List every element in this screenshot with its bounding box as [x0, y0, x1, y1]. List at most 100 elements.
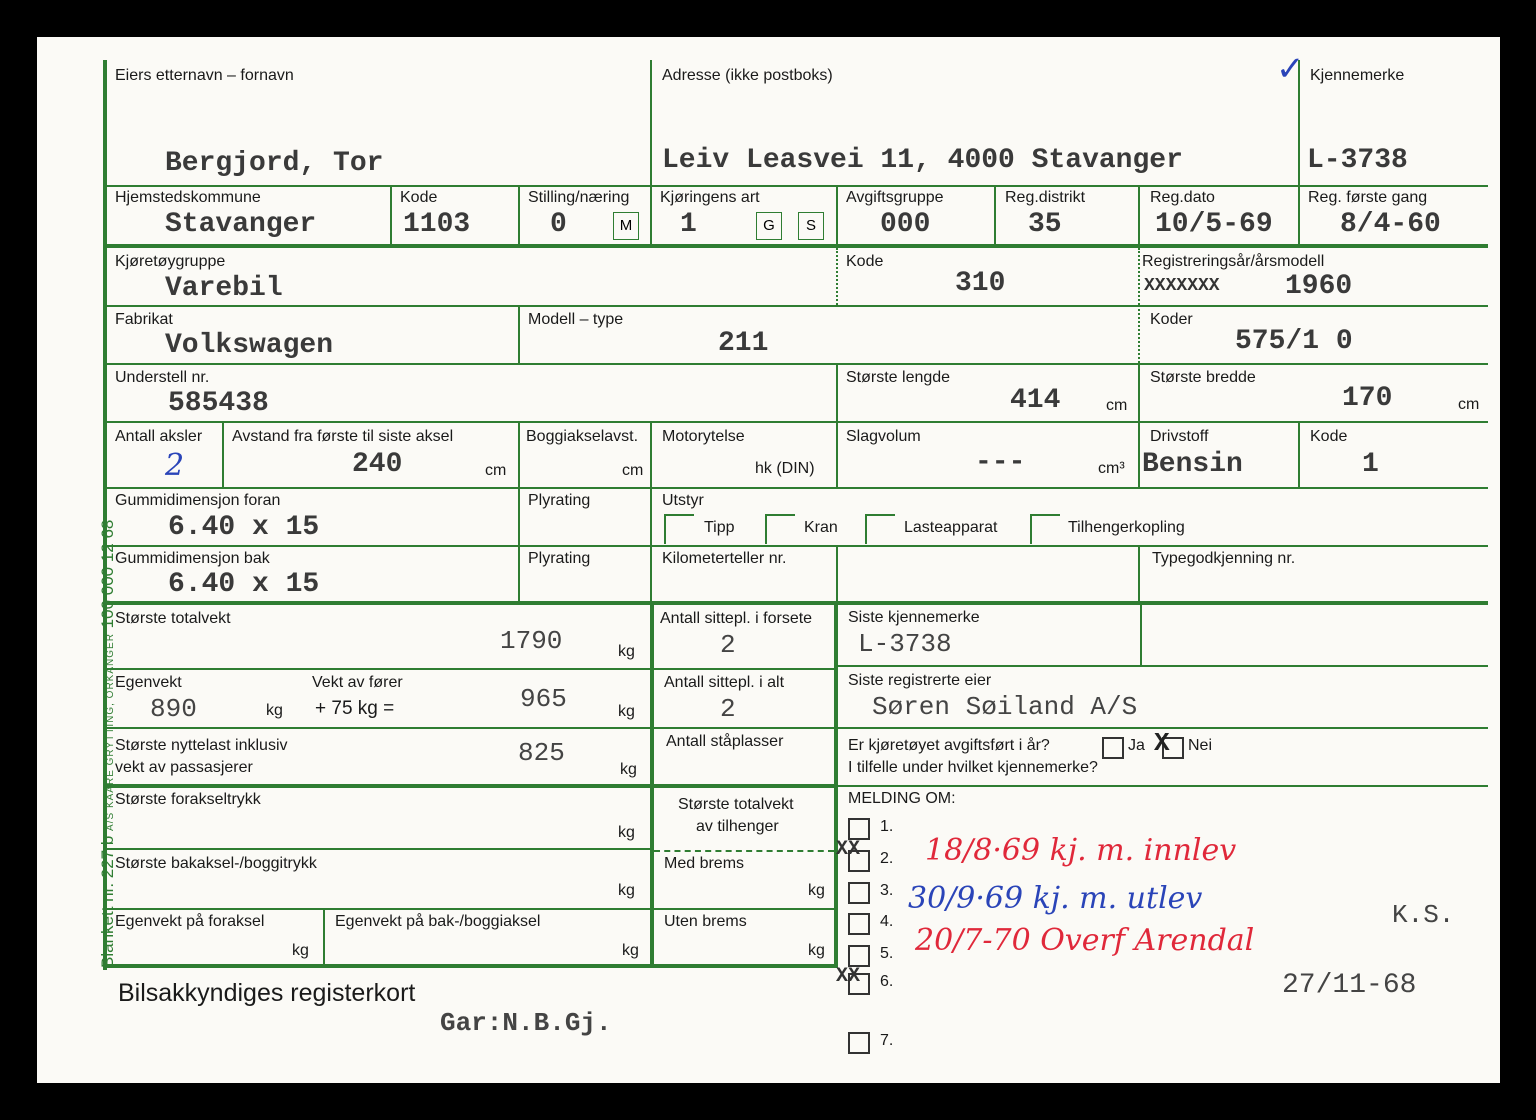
nytte-value: 825 — [518, 738, 565, 768]
aar-strikeout: XXXXXXX — [1144, 276, 1220, 296]
xx-mark-2: XX — [836, 838, 861, 861]
melding-checkbox-6[interactable] — [848, 973, 870, 995]
aar-label: Registreringsår/årsmodell — [1142, 253, 1325, 270]
koder-value: 575/1 0 — [1235, 326, 1353, 357]
address-label: Adresse (ikke postboks) — [662, 67, 833, 84]
gruppe-value: Varebil — [165, 273, 283, 304]
forsete-label: Antall sittepl. i forsete — [660, 610, 813, 627]
fora-label: Største forakseltrykk — [115, 791, 261, 808]
regdato-label: Reg.dato — [1150, 189, 1215, 206]
egen-baka-unit: kg — [622, 942, 639, 959]
kode-value: 1103 — [403, 209, 471, 240]
melding-item-2: 2. — [880, 850, 894, 867]
handwritten-note-red-2: 20/7-70 Overf Arendal — [915, 923, 1255, 958]
owner-label: Eiers etternavn – fornavn — [115, 67, 294, 84]
foran-label: Gummidimensjon foran — [115, 492, 281, 509]
initials-ks: K.S. — [1392, 900, 1455, 930]
egen-value: 890 — [150, 694, 197, 724]
art-label: Kjøringens art — [660, 189, 760, 206]
melding-label: MELDING OM: — [848, 790, 956, 807]
melding-checkbox-3[interactable] — [848, 882, 870, 904]
slag-unit: cm³ — [1098, 460, 1125, 477]
handwritten-note-blue: 30/9·69 kj. m. utlev — [908, 881, 1203, 916]
eier-label: Siste registrerte eier — [848, 672, 992, 689]
drivstoff-value: Bensin — [1142, 449, 1243, 480]
melding-checkbox-7[interactable] — [848, 1032, 870, 1054]
regdato-value: 10/5-69 — [1155, 209, 1273, 240]
egen-label: Egenvekt — [115, 674, 182, 691]
forste-value: 8/4-60 — [1340, 209, 1441, 240]
lengde-label: Største lengde — [846, 369, 951, 386]
melding-item-1: 1. — [880, 818, 894, 835]
melding-checkbox-5[interactable] — [848, 945, 870, 967]
tilhengerkopling-checkbox[interactable] — [1030, 514, 1060, 544]
bredde-unit: cm — [1458, 396, 1480, 413]
understell-value: 585438 — [168, 388, 269, 419]
slag-label: Slagvolum — [846, 428, 921, 445]
card-date: 27/11-68 — [1282, 970, 1417, 1001]
nei-checkbox[interactable] — [1162, 737, 1184, 759]
art-value: 1 — [680, 209, 697, 240]
siste-value: L-3738 — [858, 629, 952, 659]
alt-value: 2 — [720, 694, 736, 724]
avstand-value: 240 — [352, 449, 403, 480]
xx-mark-6: XX — [836, 965, 861, 988]
tilhengerkopling-label: Tilhengerkopling — [1068, 519, 1185, 536]
bredde-value: 170 — [1342, 383, 1393, 414]
total-value: 1790 — [500, 626, 563, 656]
kommune-label: Hjemstedskommune — [115, 189, 261, 206]
egen-fora-label: Egenvekt på foraksel — [115, 913, 265, 930]
m-box: M — [613, 212, 639, 240]
melding-checkbox-4[interactable] — [848, 913, 870, 935]
understell-label: Understell nr. — [115, 369, 210, 386]
tilh-label-1: Største totalvekt — [678, 796, 794, 813]
kode6-value: 1 — [1362, 449, 1379, 480]
sum-value: 965 — [520, 684, 567, 714]
baka-label: Største bakaksel-/boggitrykk — [115, 855, 317, 872]
total-unit: kg — [618, 643, 635, 660]
melding-item-6: 6. — [880, 973, 894, 990]
check-mark-icon: ✓ — [1276, 50, 1305, 88]
eier-value: Søren Søiland A/S — [872, 692, 1138, 722]
aar-value: 1960 — [1285, 271, 1353, 302]
slag-value: --- — [975, 447, 1026, 478]
address-value: Leiv Leasvei 11, 4000 Stavanger — [662, 145, 1183, 176]
melding-item-4: 4. — [880, 913, 894, 930]
staa-label: Antall ståplasser — [666, 733, 784, 750]
forer-formula: + 75 kg = — [315, 698, 395, 719]
uten-unit: kg — [808, 942, 825, 959]
nei-x-mark: X — [1154, 728, 1170, 758]
tipp-checkbox[interactable] — [664, 514, 694, 544]
tipp-label: Tipp — [704, 519, 735, 536]
modell-label: Modell – type — [528, 311, 624, 328]
total-label: Største totalvekt — [115, 610, 231, 627]
melding-item-5: 5. — [880, 945, 894, 962]
melding-checkbox-1[interactable] — [848, 818, 870, 840]
fabrikat-value: Volkswagen — [165, 330, 334, 361]
kommune-value: Stavanger — [165, 209, 317, 240]
melding-item-7: 7. — [880, 1032, 894, 1049]
distrikt-label: Reg.distrikt — [1005, 189, 1086, 206]
motor-label: Motorytelse — [662, 428, 745, 445]
forsete-value: 2 — [720, 630, 736, 660]
gruppe-label: Kjøretøygruppe — [115, 253, 226, 270]
km-label: Kilometerteller nr. — [662, 550, 787, 567]
boggi-unit: cm — [622, 462, 644, 479]
ja-checkbox[interactable] — [1102, 737, 1124, 759]
g-box: G — [756, 212, 782, 240]
melding-checkbox-2[interactable] — [848, 850, 870, 872]
lasteapparat-checkbox[interactable] — [865, 514, 895, 544]
bredde-label: Største bredde — [1150, 369, 1256, 386]
stilling-label: Stilling/næring — [528, 189, 630, 206]
handwritten-note-red-1: 18/8·69 kj. m. innlev — [925, 833, 1237, 868]
egen-baka-label: Egenvekt på bak-/boggiaksel — [335, 913, 541, 930]
bak-label: Gummidimensjon bak — [115, 550, 270, 567]
avgift-label: Avgiftsgruppe — [846, 189, 944, 206]
kran-checkbox[interactable] — [765, 514, 795, 544]
aksler-label: Antall aksler — [115, 428, 203, 445]
nei-label: Nei — [1188, 737, 1213, 754]
koder-label: Koder — [1150, 311, 1193, 328]
lengde-value: 414 — [1010, 385, 1061, 416]
baka-unit: kg — [618, 882, 635, 899]
